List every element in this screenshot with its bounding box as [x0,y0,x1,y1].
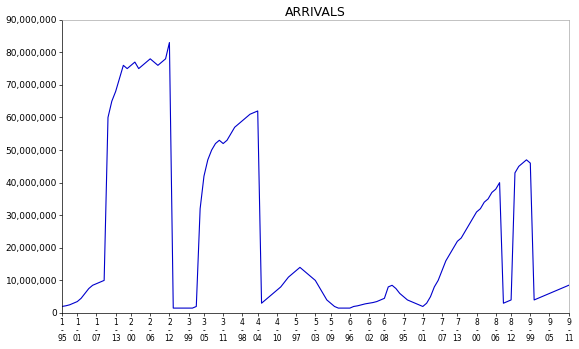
Title: ARRIVALS: ARRIVALS [285,6,346,18]
